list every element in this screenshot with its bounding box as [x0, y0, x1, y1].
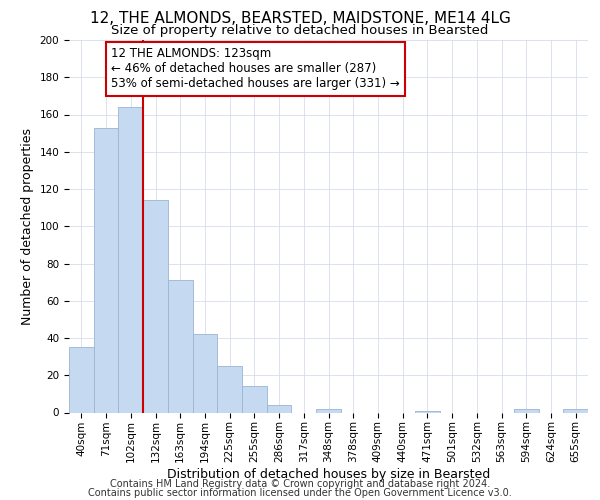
Y-axis label: Number of detached properties: Number of detached properties	[21, 128, 34, 325]
Bar	[563, 409, 588, 412]
Bar	[168, 280, 193, 412]
Bar	[415, 410, 440, 412]
Bar	[143, 200, 168, 412]
Text: Contains public sector information licensed under the Open Government Licence v3: Contains public sector information licen…	[88, 488, 512, 498]
Bar	[118, 107, 143, 412]
X-axis label: Distribution of detached houses by size in Bearsted: Distribution of detached houses by size …	[167, 468, 490, 481]
Bar	[242, 386, 267, 412]
Text: 12, THE ALMONDS, BEARSTED, MAIDSTONE, ME14 4LG: 12, THE ALMONDS, BEARSTED, MAIDSTONE, ME…	[89, 11, 511, 26]
Bar	[514, 409, 539, 412]
Bar	[94, 128, 118, 412]
Bar	[217, 366, 242, 412]
Bar	[193, 334, 217, 412]
Bar	[267, 405, 292, 412]
Bar	[316, 409, 341, 412]
Text: Size of property relative to detached houses in Bearsted: Size of property relative to detached ho…	[112, 24, 488, 37]
Text: 12 THE ALMONDS: 123sqm
← 46% of detached houses are smaller (287)
53% of semi-de: 12 THE ALMONDS: 123sqm ← 46% of detached…	[111, 48, 400, 90]
Bar	[69, 348, 94, 412]
Text: Contains HM Land Registry data © Crown copyright and database right 2024.: Contains HM Land Registry data © Crown c…	[110, 479, 490, 489]
